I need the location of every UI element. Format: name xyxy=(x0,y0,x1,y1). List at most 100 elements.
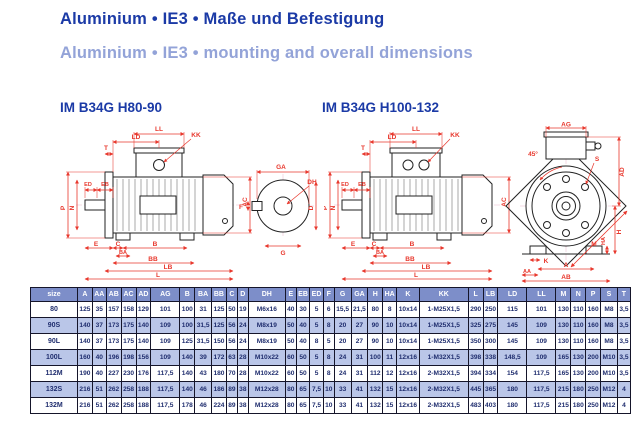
value-cell: 51 xyxy=(91,397,107,414)
size-cell: 100L xyxy=(30,349,78,366)
value-cell: M6x16 xyxy=(247,301,286,318)
dim-label-t: T xyxy=(104,145,108,152)
motor-side-view xyxy=(341,147,493,241)
dim-label-ag: AG xyxy=(561,122,571,129)
column-header-ha: HA xyxy=(382,287,398,302)
value-cell: 31 xyxy=(350,349,369,366)
column-header-g: G xyxy=(333,287,352,302)
dim-label-aa: AA xyxy=(523,269,531,275)
value-cell: 101 xyxy=(526,301,557,318)
value-cell: 90 xyxy=(367,317,384,334)
value-cell: 110 xyxy=(570,317,587,334)
value-cell: 216 xyxy=(77,397,93,414)
value-cell: 227 xyxy=(105,365,122,382)
table-row: 90L 140 37 173 175 140 109 125 31,5 150 56 24 M8x19 5… xyxy=(30,333,632,350)
dimension-lines-front: AG 45° S AD H HA K A AA AB M xyxy=(521,122,628,283)
value-cell: 40 xyxy=(284,301,297,318)
dim-label-kk: KK xyxy=(450,132,460,139)
value-cell: 100 xyxy=(179,301,196,318)
column-header-l: L xyxy=(467,287,484,302)
value-cell: 275 xyxy=(482,317,499,334)
value-cell: M8x19 xyxy=(247,333,286,350)
value-cell: 186 xyxy=(211,381,227,398)
value-cell: 125 xyxy=(179,333,196,350)
dim-label-kk: KK xyxy=(191,132,201,139)
value-cell: 24 xyxy=(333,365,352,382)
value-cell: M10x22 xyxy=(247,349,286,366)
column-header-h: H xyxy=(367,287,384,302)
dim-label-ed: ED xyxy=(84,182,92,188)
value-cell: 11 xyxy=(382,349,398,366)
dim-label-ha: HA xyxy=(601,237,607,245)
value-cell: 176 xyxy=(135,365,152,382)
dim-label-eb: EB xyxy=(101,182,109,188)
value-cell: M12 xyxy=(600,397,618,414)
value-cell: 33 xyxy=(333,381,352,398)
value-cell: 5 xyxy=(322,333,335,350)
motor-side-view xyxy=(84,147,234,241)
value-cell: 325 xyxy=(467,317,484,334)
value-cell: 12x16 xyxy=(396,397,420,414)
value-cell: 27 xyxy=(350,333,369,350)
value-cell: 250 xyxy=(482,301,499,318)
value-cell: 258 xyxy=(120,381,137,398)
value-cell: 10x14 xyxy=(396,333,420,350)
dim-label-ld: LD xyxy=(388,134,397,141)
table-header-row: size A AA AB AC AD AG B BA BB C D DH E EB ED F G GA H HA K KK L… xyxy=(30,287,632,302)
value-cell: 165 xyxy=(555,365,572,382)
column-header-dh: DH xyxy=(247,287,286,302)
value-cell: 28 xyxy=(236,365,249,382)
value-cell: 20 xyxy=(333,317,352,334)
column-header-ag: AG xyxy=(150,287,181,302)
value-cell: 100 xyxy=(367,349,384,366)
value-cell: 165 xyxy=(555,349,572,366)
column-header-c: C xyxy=(225,287,238,302)
value-cell: 196 xyxy=(105,349,122,366)
dim-label-s: S xyxy=(595,156,600,163)
value-cell: 89 xyxy=(225,381,238,398)
value-cell: 50 xyxy=(284,333,297,350)
size-cell: 132S xyxy=(30,381,78,398)
value-cell: 250 xyxy=(585,397,602,414)
value-cell: 117,5 xyxy=(150,397,181,414)
value-cell: 334 xyxy=(482,365,499,382)
dim-label-ac: AC xyxy=(242,197,249,207)
value-cell: 12x16 xyxy=(396,349,420,366)
value-cell: 12 xyxy=(382,365,398,382)
value-cell: 117,5 xyxy=(526,365,557,382)
shaft-end-view: GA DH F D G xyxy=(239,164,318,257)
value-cell: 40 xyxy=(91,365,107,382)
value-cell: 188 xyxy=(135,397,152,414)
dim-label-b: B xyxy=(410,241,415,248)
column-header-kk: KK xyxy=(418,287,469,302)
value-cell: 188 xyxy=(135,381,152,398)
table-row: 100L 160 40 196 198 156 109 140 39 172 63 28 M10x22 6… xyxy=(30,349,632,366)
dim-label-ad: AD xyxy=(619,167,626,177)
value-cell: 4 xyxy=(616,381,632,398)
value-cell: 63 xyxy=(225,349,238,366)
value-cell: 40 xyxy=(295,333,311,350)
value-cell: 15 xyxy=(382,381,398,398)
value-cell: 157 xyxy=(105,301,122,318)
motor-foot xyxy=(179,232,195,241)
value-cell: 109 xyxy=(150,317,181,334)
column-header-eb: EB xyxy=(295,287,311,302)
value-cell: M12x28 xyxy=(247,397,286,414)
value-cell: 2-M32X1,5 xyxy=(418,365,469,382)
value-cell: 65 xyxy=(295,381,311,398)
value-cell: 117,5 xyxy=(526,381,557,398)
column-header-e: E xyxy=(284,287,297,302)
value-cell: 27 xyxy=(350,317,369,334)
value-cell: 8 xyxy=(309,333,324,350)
value-cell: 89 xyxy=(225,397,238,414)
value-cell: 140 xyxy=(179,381,196,398)
shaft-key xyxy=(251,201,263,211)
column-header-d: D xyxy=(236,287,249,302)
value-cell: 140 xyxy=(135,317,152,334)
value-cell: 160 xyxy=(585,333,602,350)
dim-label-d: D xyxy=(308,205,315,210)
value-cell: 117,5 xyxy=(150,381,181,398)
value-cell: M12x28 xyxy=(247,381,286,398)
dim-label-45deg: 45° xyxy=(528,150,538,158)
dim-label-a: A xyxy=(564,262,569,269)
